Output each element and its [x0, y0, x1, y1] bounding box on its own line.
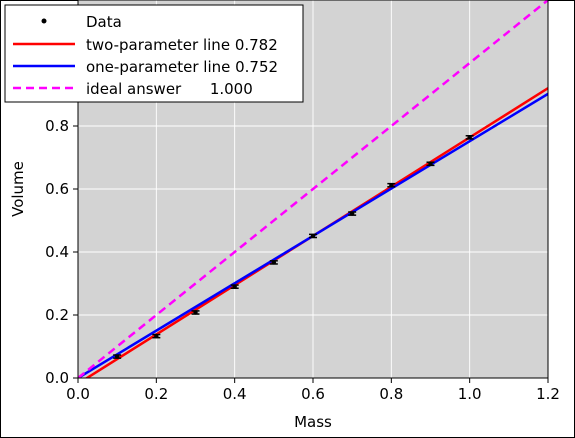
x-tick-label: 0.2: [144, 385, 168, 403]
data-point: [349, 211, 355, 216]
x-tick-label: 1.2: [536, 385, 560, 403]
legend-ideal-label: ideal answer 1.000: [86, 80, 253, 98]
y-tick-label: 0.6: [45, 180, 69, 198]
y-tick-label: 0.8: [45, 117, 69, 135]
x-tick-label: 0.8: [379, 385, 403, 403]
x-tick-label: 0.4: [223, 385, 247, 403]
points-layer: [113, 135, 474, 359]
x-tick-label: 1.0: [458, 385, 482, 403]
y-tick-label: 0.2: [45, 306, 69, 324]
legend-data-label: Data: [86, 13, 122, 31]
data-point: [114, 354, 120, 359]
data-point: [193, 310, 198, 315]
legend: Data two-parameter line 0.782 one-parame…: [4, 4, 304, 103]
x-tick-label: 0.0: [66, 385, 90, 403]
y-tick-label: 0.0: [45, 369, 69, 387]
y-axis-label: Volume: [9, 161, 27, 217]
legend-one-parameter-label: one-parameter line 0.752: [86, 58, 278, 76]
data-point: [154, 333, 159, 339]
data-point: [428, 161, 433, 166]
legend-box: [4, 4, 304, 103]
plot-frame: [77, 0, 549, 379]
x-tick-label: 0.6: [301, 385, 325, 403]
data-point: [467, 135, 472, 140]
legend-two-parameter-label: two-parameter line 0.782: [86, 36, 278, 54]
y-tick-label: 0.4: [45, 243, 69, 261]
x-axis-label: Mass: [294, 413, 332, 431]
data-point: [271, 260, 277, 265]
axes: 0.0 0.2 0.4 0.6 0.8 1.0 1.2 0.0 0.2 0.4 0.6 0.8: [45, 0, 560, 403]
series-line-ideal: [78, 0, 548, 378]
data-point: [232, 284, 237, 289]
legend-data-marker: [41, 18, 47, 24]
data-point: [389, 183, 394, 188]
data-point: [310, 233, 316, 239]
